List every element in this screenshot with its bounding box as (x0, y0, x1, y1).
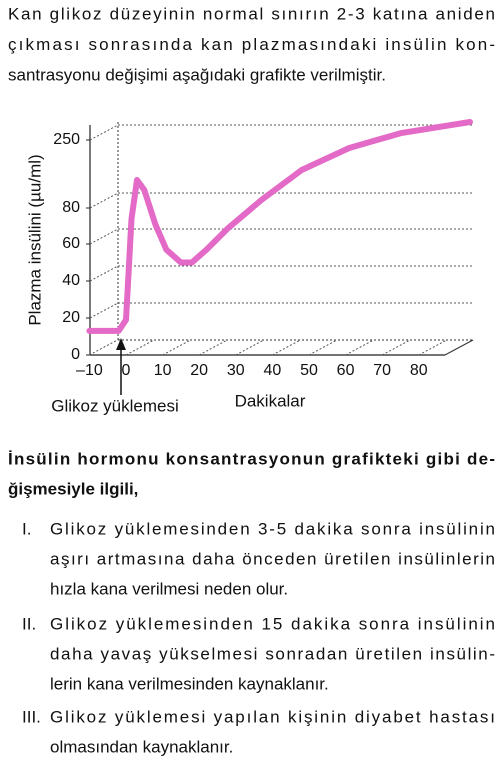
x-tick-label: 70 (373, 362, 391, 379)
grid-line (308, 339, 338, 356)
grid-line (89, 124, 119, 141)
y-tick-label: 40 (62, 272, 80, 289)
y-tick-label: 250 (53, 131, 80, 148)
item-numeral: III. (22, 707, 41, 726)
x-tick-label: 60 (337, 362, 355, 379)
question-line: İnsülin hormonu konsantrasyonun grafikte… (8, 449, 495, 468)
grid-line (272, 339, 301, 356)
grid-line (345, 339, 374, 356)
question-line: ğişmesiyle ilgili, (8, 479, 138, 498)
y-tick-label: 60 (62, 235, 80, 252)
item-numeral: II. (22, 614, 36, 633)
item-line: hızla kana verilmesi neden olur. (50, 579, 288, 598)
x-axis-label: Dakikalar (235, 391, 306, 410)
x-tick-label: 10 (154, 362, 172, 379)
floor-edge (444, 339, 474, 356)
y-tick-label: 0 (71, 346, 80, 363)
grid-line (89, 192, 119, 209)
x-tick-label: 30 (227, 362, 245, 379)
grid-line (89, 302, 119, 319)
item-line: Glikoz yüklemesi yapılan kişinin diyabet… (50, 707, 495, 726)
grid-line (89, 339, 118, 356)
insulin-curve (86, 119, 473, 334)
item-line: olmasından kaynaklanır. (50, 737, 233, 756)
x-tick-label: 50 (300, 362, 318, 379)
x-tick-label: 0 (122, 362, 131, 379)
y-tick-label: 80 (62, 199, 80, 216)
intro-line: çıkması sonrasında kan plazmasındaki ins… (8, 35, 495, 54)
grid-line (89, 228, 119, 245)
grid-line (198, 339, 228, 356)
y-axis-label: Plazma insülini (µu/ml) (25, 154, 44, 325)
grid-line (89, 265, 119, 282)
chart: Plazma insülini (µu/ml) Dakikalar Glikoz… (25, 119, 474, 415)
x-tick-label: 80 (410, 362, 428, 379)
x-tick-label: 40 (263, 362, 281, 379)
intro-line: Kan glikoz düzeyinin normal sınırın 2-3 … (8, 4, 495, 23)
y-tick-label: 20 (62, 309, 80, 326)
grid-line (418, 339, 448, 356)
item-line: aşırı artmasına daha önceden üretilen in… (50, 549, 495, 568)
grid-line (381, 339, 411, 356)
x-tick-label: 20 (190, 362, 208, 379)
item-line: lerin kana verilmesinden kaynaklanır. (50, 674, 329, 693)
grid-line (235, 339, 265, 356)
item-line: Glikoz yüklemesinden 3-5 dakika sonra in… (50, 519, 495, 538)
intro-line: santrasyonu değişimi aşağıdaki grafikte … (8, 65, 386, 84)
arrow-head (116, 338, 126, 350)
annotation: Glikoz yüklemesi (51, 396, 179, 415)
item-line: Glikoz yüklemesinden 15 dakika sonra ins… (50, 614, 495, 633)
item-line: daha yavaş yükselmesi sonradan üretilen … (50, 644, 495, 663)
item-numeral: I. (22, 519, 31, 538)
grid-line (125, 339, 155, 356)
x-tick-label: –10 (76, 362, 103, 379)
grid-line (162, 339, 191, 356)
